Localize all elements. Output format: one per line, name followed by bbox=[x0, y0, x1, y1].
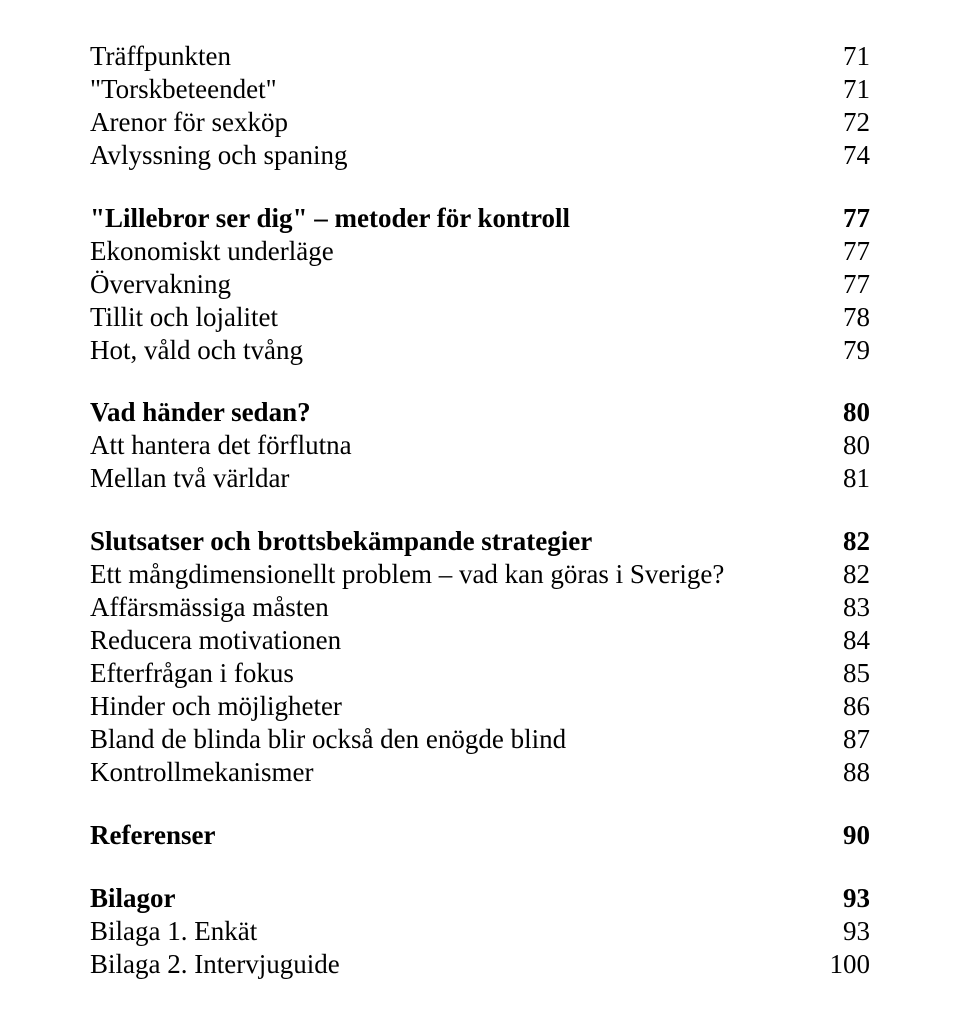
toc-entry: Reducera motivationen 84 bbox=[90, 624, 870, 657]
toc-entry-page: 78 bbox=[800, 301, 870, 334]
toc-entry: Ett mångdimensionellt problem – vad kan … bbox=[90, 558, 870, 591]
toc-entry-label: Slutsatser och brottsbekämpande strategi… bbox=[90, 525, 592, 558]
toc-entry: Vad händer sedan? 80 bbox=[90, 396, 870, 429]
toc-entry-page: 82 bbox=[800, 558, 870, 591]
section-gap bbox=[90, 366, 870, 396]
toc-entry: Efterfrågan i fokus 85 bbox=[90, 657, 870, 690]
section-gap bbox=[90, 495, 870, 525]
toc-entry-label: Reducera motivationen bbox=[90, 624, 341, 657]
section-gap bbox=[90, 789, 870, 819]
toc-entry-label: Kontrollmekanismer bbox=[90, 756, 313, 789]
toc-entry-page: 82 bbox=[800, 525, 870, 558]
toc-entry-page: 93 bbox=[800, 915, 870, 948]
toc-entry: Ekonomiskt underläge 77 bbox=[90, 235, 870, 268]
toc-entry-label: Bilaga 2. Intervjuguide bbox=[90, 948, 340, 981]
toc-entry: Referenser 90 bbox=[90, 819, 870, 852]
toc-entry-label: Affärsmässiga måsten bbox=[90, 591, 329, 624]
toc-entry-label: Ett mångdimensionellt problem – vad kan … bbox=[90, 558, 724, 591]
toc-entry-page: 81 bbox=[800, 462, 870, 495]
toc-entry: Hinder och möjligheter 86 bbox=[90, 690, 870, 723]
toc-entry-page: 85 bbox=[800, 657, 870, 690]
toc-entry-page: 74 bbox=[800, 139, 870, 172]
toc-entry-label: "Lillebror ser dig" – metoder för kontro… bbox=[90, 202, 570, 235]
toc-entry: Arenor för sexköp 72 bbox=[90, 106, 870, 139]
toc-entry-page: 80 bbox=[800, 396, 870, 429]
toc-entry-label: Hot, våld och tvång bbox=[90, 334, 303, 367]
toc-entry: Att hantera det förflutna 80 bbox=[90, 429, 870, 462]
toc-entry-label: Att hantera det förflutna bbox=[90, 429, 352, 462]
toc-entry-page: 71 bbox=[800, 73, 870, 106]
toc-entry: Övervakning 77 bbox=[90, 268, 870, 301]
toc-entry-page: 90 bbox=[800, 819, 870, 852]
toc-entry-label: "Torskbeteendet" bbox=[90, 73, 277, 106]
toc-entry-page: 83 bbox=[800, 591, 870, 624]
toc-entry-label: Tillit och lojalitet bbox=[90, 301, 278, 334]
toc-entry: "Torskbeteendet" 71 bbox=[90, 73, 870, 106]
toc-entry: Kontrollmekanismer 88 bbox=[90, 756, 870, 789]
toc-entry: Mellan två världar 81 bbox=[90, 462, 870, 495]
section-gap bbox=[90, 172, 870, 202]
toc-entry-page: 77 bbox=[800, 202, 870, 235]
toc-entry: Bilagor 93 bbox=[90, 882, 870, 915]
toc-entry-label: Mellan två världar bbox=[90, 462, 289, 495]
toc-page: Träffpunkten71"Torskbeteendet"71Arenor f… bbox=[0, 0, 960, 1021]
toc-entry-page: 88 bbox=[800, 756, 870, 789]
toc-entry-page: 79 bbox=[800, 334, 870, 367]
toc-entry-page: 71 bbox=[800, 40, 870, 73]
toc-entry-label: Ekonomiskt underläge bbox=[90, 235, 334, 268]
toc-entry-label: Övervakning bbox=[90, 268, 231, 301]
toc-entry-label: Efterfrågan i fokus bbox=[90, 657, 294, 690]
section-gap bbox=[90, 852, 870, 882]
toc-entry-label: Vad händer sedan? bbox=[90, 396, 311, 429]
toc-entry-page: 80 bbox=[800, 429, 870, 462]
toc-entry-label: Bilagor bbox=[90, 882, 176, 915]
toc-entry-label: Referenser bbox=[90, 819, 215, 852]
toc-entry-label: Bilaga 1. Enkät bbox=[90, 915, 257, 948]
toc-entry-label: Avlyssning och spaning bbox=[90, 139, 348, 172]
toc-entry: Bilaga 2. Intervjuguide 100 bbox=[90, 948, 870, 981]
toc-entry-page: 72 bbox=[800, 106, 870, 139]
toc-entry-page: 84 bbox=[800, 624, 870, 657]
toc-entry: Affärsmässiga måsten 83 bbox=[90, 591, 870, 624]
toc-entry-page: 86 bbox=[800, 690, 870, 723]
toc-entry-page: 100 bbox=[800, 948, 870, 981]
toc-entry-label: Arenor för sexköp bbox=[90, 106, 288, 139]
toc-entry: Bland de blinda blir också den enögde bl… bbox=[90, 723, 870, 756]
toc-entry: Slutsatser och brottsbekämpande strategi… bbox=[90, 525, 870, 558]
toc-entry-page: 77 bbox=[800, 268, 870, 301]
toc-entry-label: Hinder och möjligheter bbox=[90, 690, 342, 723]
toc-entry: Tillit och lojalitet 78 bbox=[90, 301, 870, 334]
toc-entry-label: Bland de blinda blir också den enögde bl… bbox=[90, 723, 566, 756]
toc-entry-page: 77 bbox=[800, 235, 870, 268]
toc-entry: Träffpunkten 71 bbox=[90, 40, 870, 73]
toc-entry: Bilaga 1. Enkät 93 bbox=[90, 915, 870, 948]
toc-entry: Avlyssning och spaning 74 bbox=[90, 139, 870, 172]
toc-entry: Hot, våld och tvång 79 bbox=[90, 334, 870, 367]
toc-entry-label: Träffpunkten bbox=[90, 40, 231, 73]
toc-entry-page: 93 bbox=[800, 882, 870, 915]
toc-entry-page: 87 bbox=[800, 723, 870, 756]
toc-entry: "Lillebror ser dig" – metoder för kontro… bbox=[90, 202, 870, 235]
